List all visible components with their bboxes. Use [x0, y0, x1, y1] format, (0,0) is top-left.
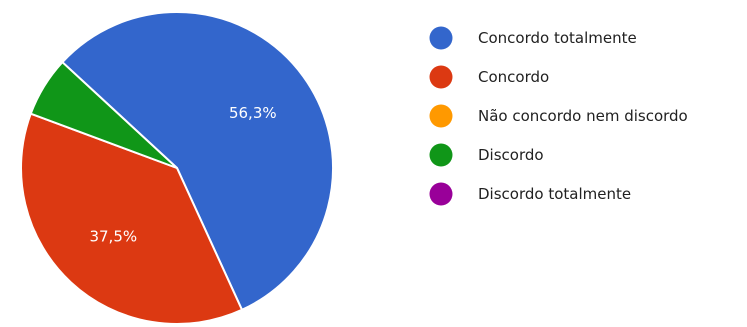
legend-swatch — [429, 65, 453, 89]
legend-item-concordo-totalmente[interactable]: Concordo totalmente — [429, 26, 637, 50]
pie-slice-discordo[interactable] — [29, 60, 178, 169]
slice-label-concordo: 37,5% — [89, 228, 137, 246]
legend-swatch — [429, 26, 453, 50]
pie-slice-concordo[interactable] — [20, 112, 244, 325]
legend-label: Não concordo nem discordo — [478, 107, 688, 125]
slice-label-concordo-totalmente: 56,3% — [229, 104, 277, 122]
legend-swatch — [429, 104, 453, 128]
pie-slice-labels: 56,3% 37,5% — [89, 104, 276, 246]
legend-label: Concordo — [478, 68, 549, 86]
legend-swatch — [429, 143, 453, 167]
legend-label: Discordo totalmente — [478, 185, 631, 203]
legend-item-concordo[interactable]: Concordo — [429, 65, 550, 89]
legend-swatch — [429, 182, 453, 206]
pie-slice-concordo-totalmente[interactable] — [60, 11, 334, 312]
legend-item-discordo-totalmente[interactable]: Discordo totalmente — [429, 182, 632, 206]
legend-label: Discordo — [478, 146, 544, 164]
legend-label: Concordo totalmente — [478, 29, 637, 47]
legend: Concordo totalmente Concordo Não concordo … — [429, 26, 688, 206]
legend-item-discordo[interactable]: Discordo — [429, 143, 544, 167]
legend-item-nao-concordo-nem-discordo[interactable]: Não concordo nem discordo — [429, 104, 688, 128]
pie-slices — [20, 11, 334, 325]
